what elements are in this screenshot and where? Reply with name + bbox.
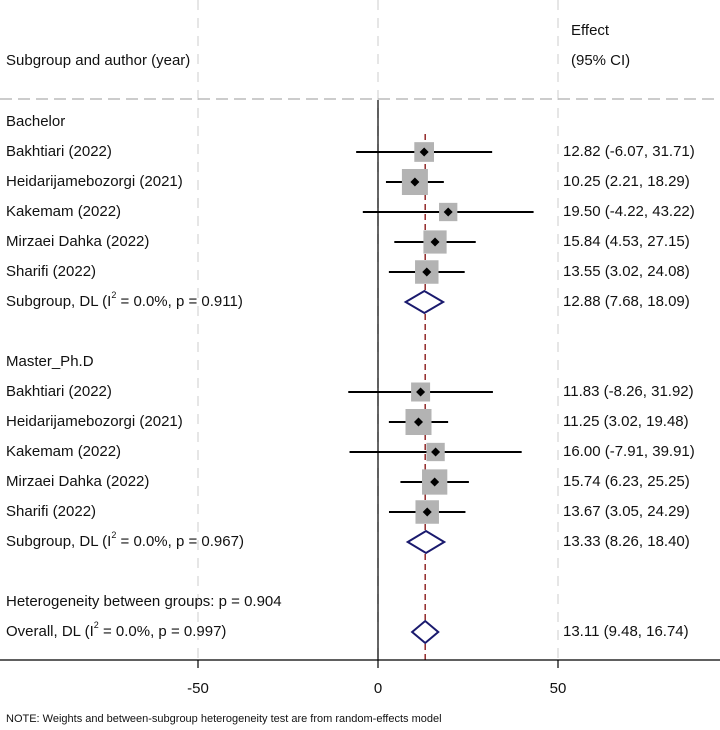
footnote: NOTE: Weights and between-subgroup heter… xyxy=(6,713,442,725)
study-label: Heidarijamebozorgi (2021) xyxy=(6,173,183,190)
header-subgroup-author: Subgroup and author (year) xyxy=(6,52,190,69)
ci-text: 19.50 (-4.22, 43.22) xyxy=(563,203,695,220)
study-label: Sharifi (2022) xyxy=(6,503,96,520)
overall-diamond xyxy=(410,619,440,645)
header-effect: Effect xyxy=(571,22,610,39)
subgroup-diamond xyxy=(405,529,447,555)
x-axis: -50 0 50 xyxy=(0,659,720,697)
point-estimate xyxy=(410,177,420,187)
ci-text: 13.67 (3.05, 24.29) xyxy=(563,503,690,520)
point-estimate xyxy=(430,237,440,247)
point-estimate xyxy=(416,387,426,397)
point-estimate xyxy=(422,507,432,517)
heterogeneity-text: Heterogeneity between groups: p = 0.904 xyxy=(6,593,282,610)
point-estimate xyxy=(430,477,440,487)
study-label: Mirzaei Dahka (2022) xyxy=(6,473,149,490)
study-label: Sharifi (2022) xyxy=(6,263,96,280)
subgroup-label: Subgroup, DL (I2 = 0.0%, p = 0.967) xyxy=(6,530,244,550)
subgroup-diamond xyxy=(403,289,446,315)
point-estimate xyxy=(422,267,432,277)
study-label: Kakemam (2022) xyxy=(6,203,121,220)
grid-layer xyxy=(0,0,720,660)
overall-label: Overall, DL (I2 = 0.0%, p = 0.997) xyxy=(6,620,226,640)
ci-text: 11.25 (3.02, 19.48) xyxy=(563,413,689,430)
subgroup-label: Subgroup, DL (I2 = 0.0%, p = 0.911) xyxy=(6,290,243,310)
ci-text: 11.83 (-8.26, 31.92) xyxy=(563,383,694,400)
labels-layer: Subgroup and author (year) Effect (95% CI)… xyxy=(6,22,695,725)
header-ci: (95% CI) xyxy=(571,52,630,69)
ci-text: 16.00 (-7.91, 39.91) xyxy=(563,443,695,460)
overall-ci-text: 13.11 (9.48, 16.74) xyxy=(563,623,689,640)
subgroup-ci-text: 12.88 (7.68, 18.09) xyxy=(563,293,690,310)
study-label: Bakhtiari (2022) xyxy=(6,383,112,400)
point-estimate xyxy=(419,147,429,157)
ci-text: 12.82 (-6.07, 31.71) xyxy=(563,143,695,160)
group-header: Master_Ph.D xyxy=(6,353,94,370)
ci-text: 15.74 (6.23, 25.25) xyxy=(563,473,690,490)
subgroup-ci-text: 13.33 (8.26, 18.40) xyxy=(563,533,690,550)
point-estimate xyxy=(443,207,453,217)
study-marks xyxy=(348,142,534,645)
study-label: Bakhtiari (2022) xyxy=(6,143,112,160)
point-estimate xyxy=(431,447,441,457)
x-tick-label: 50 xyxy=(550,680,567,697)
x-tick-label: -50 xyxy=(187,680,209,697)
ci-text: 13.55 (3.02, 24.08) xyxy=(563,263,690,280)
ci-text: 10.25 (2.21, 18.29) xyxy=(563,173,690,190)
study-label: Mirzaei Dahka (2022) xyxy=(6,233,149,250)
point-estimate xyxy=(414,417,423,427)
study-label: Heidarijamebozorgi (2021) xyxy=(6,413,183,430)
group-header: Bachelor xyxy=(6,113,65,130)
x-tick-label: 0 xyxy=(374,680,382,697)
ci-text: 15.84 (4.53, 27.15) xyxy=(563,233,690,250)
study-label: Kakemam (2022) xyxy=(6,443,121,460)
